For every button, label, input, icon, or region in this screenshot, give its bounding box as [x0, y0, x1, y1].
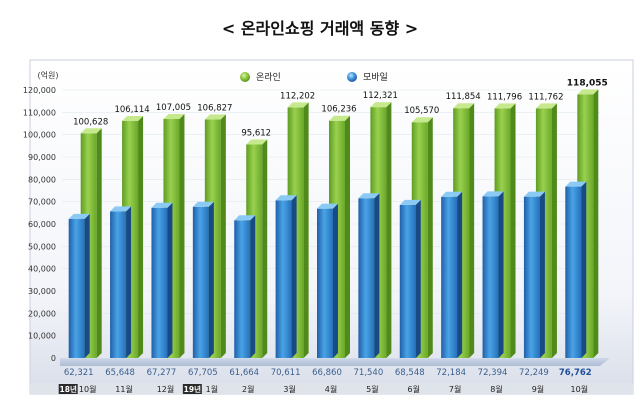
x-tick-label: 11월 — [115, 384, 133, 394]
mobile-value-label: 62,321 — [64, 368, 94, 378]
unit-label: (억원) — [38, 70, 59, 80]
online-value-label: 106,236 — [321, 105, 356, 115]
legend-label-mobile: 모바일 — [363, 72, 388, 83]
x-tick-label: 9월 — [532, 384, 544, 394]
online-value-label: 111,796 — [487, 92, 522, 102]
mobile-value-label: 66,860 — [312, 368, 342, 378]
online-value-label: 111,854 — [446, 92, 481, 102]
online-value-label: 95,612 — [241, 128, 271, 138]
mobile-value-label: 72,249 — [519, 368, 549, 378]
year-badge-label: 18년 — [60, 384, 77, 394]
online-value-label: 112,321 — [363, 91, 398, 101]
mobile-value-label: 76,762 — [559, 368, 592, 378]
year-badge — [182, 384, 202, 394]
x-tick-label: 10월 — [571, 384, 589, 394]
x-axis: 18년 10월 11월 12월 19년 1월 2월 3월 4월 5월 6월 7월 8월 9월 10월 — [58, 384, 589, 394]
mobile-bar — [399, 199, 421, 358]
mobile-value-label: 65,648 — [105, 368, 135, 378]
mobile-value-label: 67,277 — [147, 368, 177, 378]
mobile-bar — [234, 215, 256, 358]
mobile-bar — [441, 191, 463, 358]
online-value-label: 106,114 — [114, 105, 149, 115]
mobile-bar — [565, 181, 587, 358]
mobile-bar — [110, 206, 132, 358]
mobile-value-label: 70,611 — [271, 368, 301, 378]
legend-label-online: 온라인 — [256, 72, 281, 83]
chart-title: < 온라인쇼핑 거래액 동향 > — [222, 19, 418, 38]
y-tick-label: 70,000 — [28, 198, 56, 207]
x-tick-label: 4월 — [325, 384, 337, 394]
online-value-label: 107,005 — [156, 103, 191, 113]
y-tick-label: 20,000 — [28, 309, 56, 318]
y-tick-label: 100,000 — [23, 131, 56, 140]
x-tick-label: 5월 — [366, 384, 378, 394]
mobile-bar — [192, 201, 214, 358]
y-tick-label: 80,000 — [28, 175, 56, 184]
y-tick-label: 40,000 — [28, 265, 56, 274]
legend: 온라인 모바일 — [240, 72, 388, 83]
x-tick-label: 12월 — [157, 384, 175, 394]
mobile-bar — [317, 203, 338, 358]
x-tick-label: 8월 — [490, 384, 502, 394]
legend-swatch-online — [240, 72, 250, 82]
mobile-bar — [523, 191, 545, 358]
mobile-value-label: 67,705 — [188, 368, 218, 378]
online-value-label: 106,827 — [197, 103, 232, 113]
mobile-value-label: 72,394 — [478, 368, 508, 378]
y-tick-label: 90,000 — [28, 153, 56, 162]
online-value-label: 118,055 — [567, 78, 608, 88]
online-value-label: 112,202 — [280, 91, 315, 101]
x-tick-label: 2월 — [242, 384, 254, 394]
mobile-bar — [68, 213, 90, 358]
mobile-bar — [275, 195, 297, 358]
bars: 100,628 62,321 106,114 65,648 107,005 67,277 1… — [64, 78, 608, 378]
y-tick-label: 30,000 — [28, 287, 56, 296]
online-value-label: 105,570 — [404, 106, 439, 116]
x-tick-label: 10월 — [79, 384, 97, 394]
mobile-value-label: 72,184 — [436, 368, 466, 378]
x-tick-label: 3월 — [283, 384, 295, 394]
y-tick-label: 110,000 — [23, 108, 56, 117]
y-tick-label: 50,000 — [28, 242, 56, 251]
year-badge — [58, 384, 78, 394]
mobile-bar — [482, 191, 504, 358]
y-tick-label: 60,000 — [28, 220, 56, 229]
online-value-label: 111,762 — [528, 92, 563, 102]
legend-swatch-mobile — [347, 72, 357, 82]
online-value-label: 100,628 — [73, 117, 108, 127]
x-tick-label: 1월 — [206, 384, 218, 394]
y-tick-label: 120,000 — [23, 86, 56, 95]
y-tick-label: 0 — [51, 354, 56, 363]
mobile-value-label: 71,540 — [354, 368, 384, 378]
year-badge-label: 19년 — [184, 384, 201, 394]
x-tick-label: 7월 — [449, 384, 461, 394]
y-tick-label: 10,000 — [28, 332, 56, 341]
category-strip — [30, 383, 633, 394]
x-tick-label: 6월 — [408, 384, 420, 394]
mobile-bar — [358, 193, 380, 358]
mobile-bar — [151, 202, 173, 358]
plot-floor — [60, 358, 610, 366]
mobile-value-label: 61,664 — [229, 368, 259, 378]
mobile-value-label: 68,548 — [395, 368, 425, 378]
